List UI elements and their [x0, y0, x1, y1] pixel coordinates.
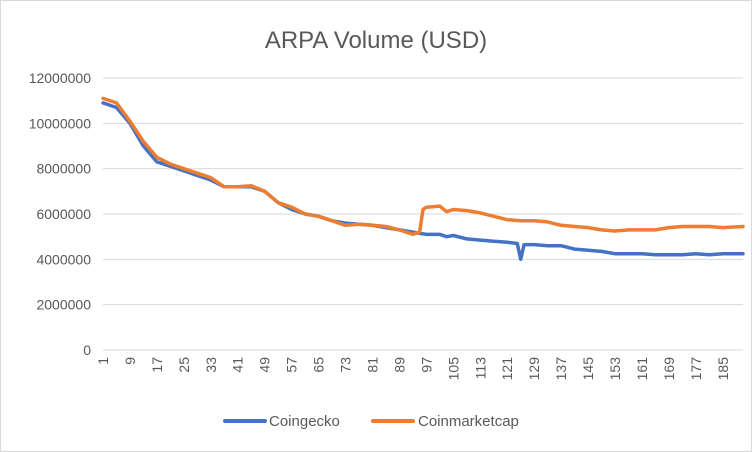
x-tick-label: 129 [526, 357, 542, 381]
legend: Coingecko Coinmarketcap [223, 413, 519, 430]
x-tick-label: 177 [688, 357, 704, 381]
x-tick-label: 105 [445, 357, 461, 381]
x-tick-label: 161 [634, 357, 650, 381]
x-tick-label: 49 [257, 357, 273, 373]
gridlines [103, 77, 743, 306]
x-tick-label: 113 [472, 357, 488, 380]
x-tick-label: 1 [95, 357, 111, 365]
x-tick-label: 97 [418, 357, 434, 373]
y-tick-label: 12000000 [29, 70, 92, 86]
series-line-coinmarketcap [101, 96, 745, 237]
series-line-coingecko [101, 101, 745, 262]
x-tick-label: 9 [122, 357, 138, 365]
y-tick-label: 6000000 [36, 206, 91, 222]
x-axis-ticks: 1 9 17 25 33 41 49 57 65 73 81 89 97 105 113 121 129 137 1… [95, 357, 731, 381]
legend-label: Coingecko [269, 413, 340, 430]
y-tick-label: 10000000 [29, 115, 92, 131]
x-tick-label: 185 [715, 357, 731, 381]
y-axis-ticks: 0 2000000 4000000 6000000 8000000 10000000 120… [29, 70, 92, 358]
x-tick-label: 153 [607, 357, 623, 381]
x-tick-label: 33 [203, 357, 219, 373]
x-tick-label: 57 [284, 357, 300, 373]
x-tick-label: 41 [230, 357, 246, 373]
x-tick-label: 17 [149, 357, 165, 373]
y-tick-label: 4000000 [36, 251, 91, 267]
y-tick-label: 2000000 [36, 297, 91, 313]
y-tick-label: 8000000 [36, 161, 91, 177]
legend-label: Coinmarketcap [418, 413, 519, 430]
x-tick-label: 89 [391, 357, 407, 373]
x-tick-label: 145 [580, 357, 596, 381]
x-tick-label: 25 [176, 357, 192, 373]
series-lines [101, 96, 745, 262]
y-tick-label: 0 [83, 342, 91, 358]
x-tick-label: 137 [553, 357, 569, 381]
x-tick-label: 169 [661, 357, 677, 381]
x-tick-label: 81 [364, 357, 380, 373]
x-tick-label: 65 [311, 357, 327, 373]
x-tick-label: 73 [338, 357, 354, 373]
chart-title: ARPA Volume (USD) [265, 27, 487, 54]
x-tick-label: 121 [499, 357, 515, 381]
